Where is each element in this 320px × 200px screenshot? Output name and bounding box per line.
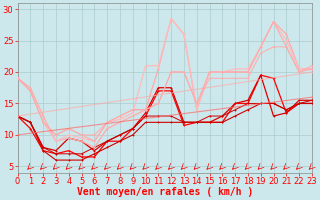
X-axis label: Vent moyen/en rafales ( km/h ): Vent moyen/en rafales ( km/h ): [76, 187, 253, 197]
